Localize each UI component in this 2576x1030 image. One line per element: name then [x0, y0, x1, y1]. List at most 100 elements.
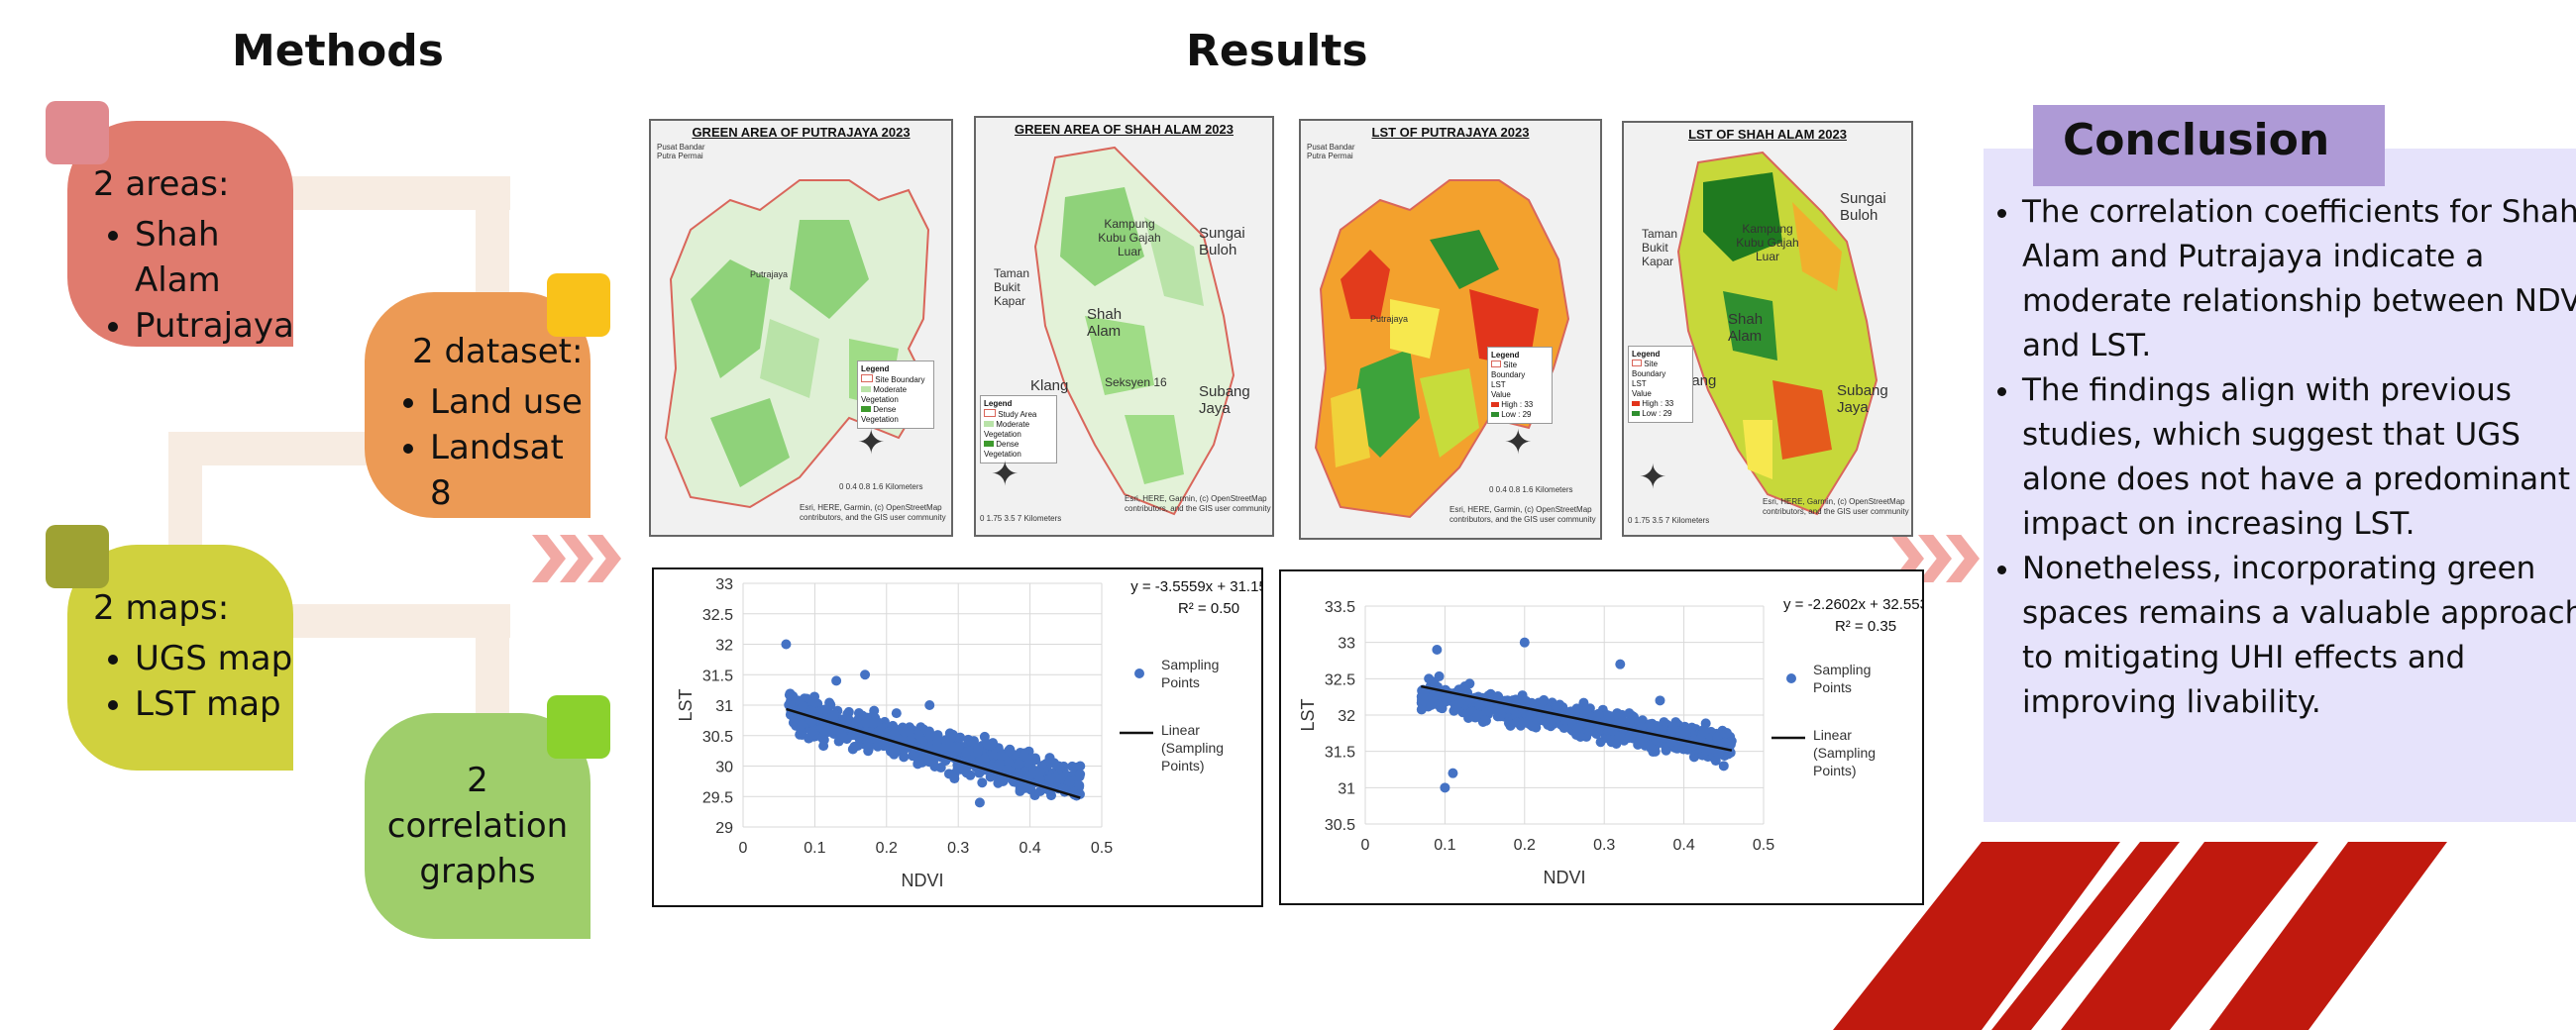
y-tick-label: 30.5 — [702, 729, 733, 746]
data-point — [798, 700, 808, 711]
data-point — [1472, 709, 1483, 720]
conclusion-panel — [1984, 149, 2576, 822]
connector — [292, 604, 510, 638]
data-point — [929, 762, 940, 772]
maps-accent-square — [46, 525, 109, 588]
legend-label: Points — [1813, 679, 1852, 695]
connector — [476, 604, 509, 733]
map-legend: Legend Site Boundary Moderate Vegetation… — [857, 360, 934, 429]
place-label: Taman Bukit Kapar — [994, 266, 1030, 308]
data-point — [1635, 722, 1646, 733]
data-point — [1519, 637, 1530, 648]
data-point — [1015, 785, 1025, 796]
place-label: Klang — [1030, 377, 1069, 394]
data-point — [1565, 706, 1576, 717]
data-point — [1646, 743, 1657, 754]
y-tick-label: 29.5 — [702, 789, 733, 806]
data-point — [1713, 748, 1724, 759]
conclusion-point: The correlation coefficients for Shah Al… — [2022, 190, 2576, 368]
x-tick-label: 0.3 — [1593, 837, 1615, 854]
areas-accent-square — [46, 101, 109, 164]
x-tick-label: 0.4 — [1672, 837, 1694, 854]
data-point — [1046, 790, 1057, 801]
data-point — [797, 720, 807, 731]
map-graphic — [1033, 146, 1235, 516]
data-point — [891, 708, 902, 719]
map-legend: Legend Site Boundary LST Value High : 33… — [1487, 347, 1553, 424]
legend-label: (Sampling — [1161, 740, 1224, 756]
data-point — [1440, 782, 1450, 793]
data-point — [899, 752, 910, 763]
legend-marker — [1786, 673, 1796, 683]
equation-label: y = -3.5559x + 31.15 — [1130, 578, 1261, 595]
legend-item: High : 33 — [1491, 400, 1549, 410]
data-point — [949, 773, 960, 784]
legend-item: LST — [1632, 379, 1647, 388]
x-tick-label: 0 — [1361, 837, 1370, 854]
place-label: Putrajaya — [750, 269, 789, 279]
map-legend: Legend Study Area Moderate Vegetation De… — [980, 395, 1057, 464]
correlation-chart-2: 30.5 31 31.5 32 32.5 33 33.5 0 0.1 0.2 0.3 0.4 0.5 ND… — [1279, 569, 1928, 905]
graphs-accent-square — [547, 695, 610, 759]
x-tick-label: 0.1 — [1434, 837, 1455, 854]
x-tick-label: 0.2 — [1514, 837, 1536, 854]
data-point — [961, 747, 972, 758]
y-tick-label: 29 — [715, 820, 733, 837]
data-point — [807, 726, 818, 737]
data-point — [1575, 731, 1586, 742]
y-tick-label: 33 — [1338, 636, 1355, 653]
data-point — [1527, 721, 1538, 732]
data-point — [852, 741, 863, 752]
legend-title: Legend — [861, 364, 890, 373]
data-point — [1515, 720, 1526, 731]
compass-icon: ✦ — [1504, 424, 1533, 462]
list-item: Shah Alam — [135, 212, 293, 303]
connector — [168, 432, 202, 561]
data-point — [1585, 711, 1596, 722]
compass-icon: ✦ — [857, 424, 886, 462]
data-point — [796, 728, 806, 739]
list-item: UGS map — [135, 636, 293, 681]
place-label: Kampung Kubu Gajah Luar — [1736, 222, 1799, 263]
data-point — [985, 772, 996, 782]
data-point — [1034, 768, 1045, 778]
place-label: Shah Alam — [1728, 311, 1764, 345]
compass-icon: ✦ — [991, 456, 1020, 493]
compass-icon: ✦ — [1639, 459, 1667, 496]
data-point — [1721, 728, 1732, 739]
legend-item: Low : 29 — [1491, 410, 1549, 420]
data-point — [940, 735, 951, 746]
data-point — [784, 699, 795, 710]
conclusion-points: The correlation coefficients for Shah Al… — [1985, 190, 2576, 725]
map-credit: Esri, HERE, Garmin, (c) OpenStreetMap co… — [800, 503, 946, 522]
data-point — [924, 700, 935, 710]
conclusion-point: Nonetheless, incorporating green spaces … — [2022, 547, 2576, 725]
data-point — [1505, 720, 1516, 731]
y-tick-label: 31 — [1338, 780, 1355, 797]
data-point — [1053, 761, 1064, 772]
data-point — [847, 729, 858, 740]
data-point — [1023, 771, 1034, 781]
data-point — [1064, 776, 1075, 787]
data-point — [860, 670, 871, 680]
data-point — [996, 751, 1007, 762]
data-point — [1476, 699, 1487, 710]
legend-label: Sampling — [1161, 657, 1219, 672]
y-tick-label: 30 — [715, 760, 733, 776]
areas-list: Shah Alam Putrajaya — [93, 212, 294, 349]
data-point — [1434, 670, 1445, 681]
data-point — [968, 736, 979, 747]
legend-title: Legend — [1491, 351, 1520, 360]
results-title: Results — [1186, 26, 1368, 76]
data-point — [888, 720, 899, 731]
data-point — [1720, 738, 1731, 749]
scale-bar: 0 0.4 0.8 1.6 Kilometers — [839, 482, 923, 491]
y-tick-label: 32.5 — [702, 607, 733, 624]
data-point — [1655, 695, 1665, 706]
place-label: Kampung Kubu Gajah Luar — [1098, 217, 1161, 258]
legend-item: LST — [1491, 380, 1506, 389]
connector — [168, 432, 396, 465]
data-point — [1625, 731, 1636, 742]
legend-item: Site Boundary — [1491, 360, 1526, 379]
data-point — [781, 639, 792, 650]
